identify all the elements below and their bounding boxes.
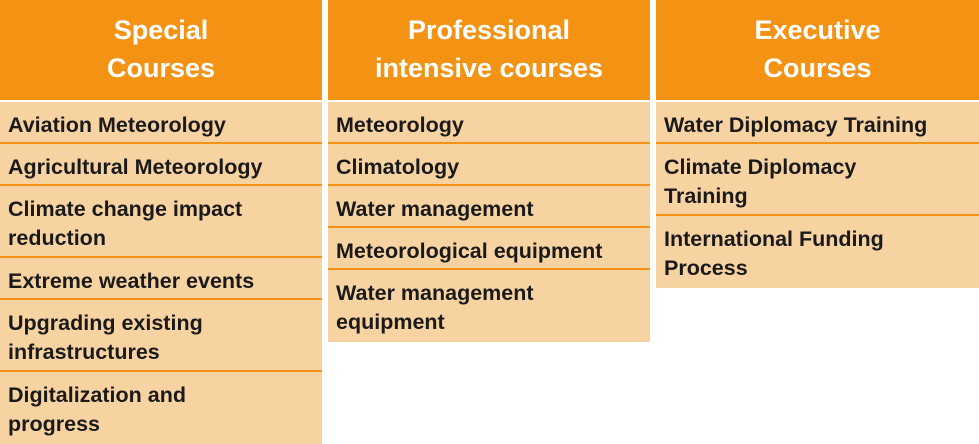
course-item: Extreme weather events — [0, 258, 322, 300]
column-header-executive-courses: Executive Courses — [656, 0, 979, 102]
course-item: Climate Diplomacy Training — [656, 144, 979, 216]
course-item: International Funding Process — [656, 216, 979, 288]
course-item: Water management equipment — [328, 270, 650, 342]
course-item: Meteorological equipment — [328, 228, 650, 270]
course-item: Climate change impact reduction — [0, 186, 322, 258]
column-executive-courses: Executive Courses Water Diplomacy Traini… — [656, 0, 979, 288]
course-item: Water Diplomacy Training — [656, 102, 979, 144]
column-header-special-courses: Special Courses — [0, 0, 322, 102]
course-item: Climatology — [328, 144, 650, 186]
course-item: Agricultural Meteorology — [0, 144, 322, 186]
course-item: Upgrading existing infrastructures — [0, 300, 322, 372]
course-list-professional: Meteorology Climatology Water management… — [328, 102, 650, 342]
course-list-executive: Water Diplomacy Training Climate Diploma… — [656, 102, 979, 288]
course-item: Digitalization and progress — [0, 372, 322, 444]
course-item: Water management — [328, 186, 650, 228]
column-header-professional-intensive-courses: Professional intensive courses — [328, 0, 650, 102]
column-professional-intensive-courses: Professional intensive courses Meteorolo… — [328, 0, 650, 342]
course-list-special: Aviation Meteorology Agricultural Meteor… — [0, 102, 322, 444]
column-special-courses: Special Courses Aviation Meteorology Agr… — [0, 0, 322, 444]
course-item: Aviation Meteorology — [0, 102, 322, 144]
course-item: Meteorology — [328, 102, 650, 144]
